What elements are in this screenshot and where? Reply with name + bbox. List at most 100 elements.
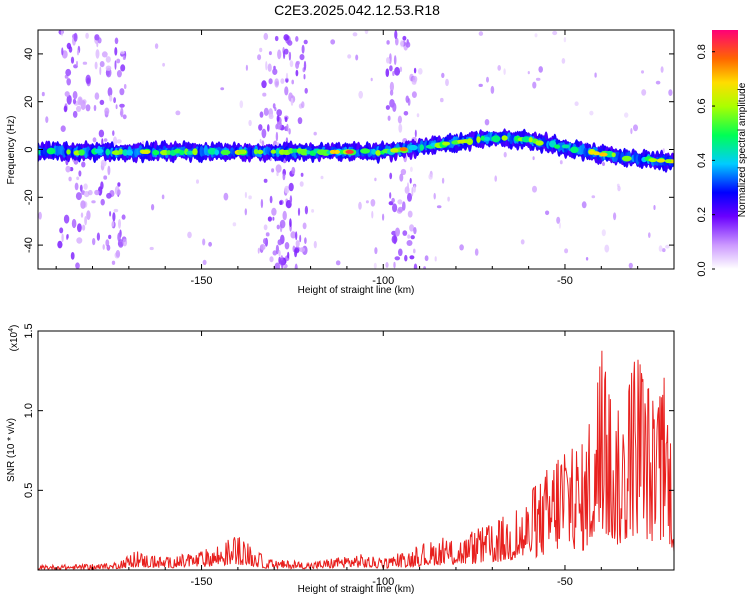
spectrogram-noise-mark bbox=[68, 176, 72, 182]
spectrogram-noise-mark bbox=[628, 262, 633, 269]
spectrogram-noise-mark bbox=[280, 78, 285, 84]
spectrogram-ridge-mark bbox=[604, 150, 614, 158]
spectrogram-noise-mark bbox=[101, 51, 108, 58]
spectrogram-noise-mark bbox=[76, 49, 80, 56]
spectrogram-noise-mark bbox=[630, 128, 633, 135]
spectrogram-noise-mark bbox=[389, 89, 394, 96]
spectrogram-noise-mark bbox=[289, 218, 292, 228]
spectrogram-noise-mark bbox=[532, 81, 537, 89]
spectrogram-ridge-mark bbox=[78, 149, 85, 156]
spectrogram-ridge-mark bbox=[561, 144, 570, 149]
spectrogram-noise-mark bbox=[641, 70, 644, 74]
spectrogram-ridge-mark bbox=[375, 150, 382, 156]
spectrogram-noise-mark bbox=[61, 47, 64, 56]
spectrogram-noise-mark bbox=[374, 177, 377, 182]
spectrogram-noise-mark bbox=[92, 238, 96, 246]
spectrogram-noise-mark bbox=[402, 230, 408, 236]
spectrogram-noise-mark bbox=[299, 247, 305, 253]
spectrogram-noise-mark bbox=[276, 115, 280, 122]
spectrogram-noise-mark bbox=[410, 235, 415, 240]
spectrogram-noise-mark bbox=[65, 165, 71, 173]
spectrogram-noise-mark bbox=[433, 192, 436, 200]
spectrogram-noise-mark bbox=[45, 116, 49, 123]
spectrogram-noise-mark bbox=[103, 175, 108, 180]
spectrogram-noise-mark bbox=[109, 211, 112, 217]
spectrogram-noise-mark bbox=[73, 32, 78, 42]
spectrogram-noise-mark bbox=[77, 223, 82, 233]
spectrogram-noise-mark bbox=[503, 68, 506, 75]
spectrogram-noise-mark bbox=[268, 113, 274, 120]
spectrogram-noise-mark bbox=[604, 244, 610, 253]
spectrogram-noise-mark bbox=[202, 259, 207, 265]
spectrogram-noise-mark bbox=[561, 58, 566, 64]
spectrogram-noise-mark bbox=[87, 189, 93, 196]
spectrogram-noise-mark bbox=[434, 256, 437, 262]
spectrogram-noise-mark bbox=[100, 198, 105, 206]
spectrogram-noise-mark bbox=[85, 32, 89, 39]
spectrogram-noise-mark bbox=[115, 250, 121, 258]
spectrogram-noise-mark bbox=[111, 260, 116, 265]
snr-x-tick-label: -150 bbox=[191, 576, 213, 588]
spectrogram-noise-mark bbox=[100, 181, 104, 190]
spectrogram-noise-mark bbox=[374, 247, 378, 255]
spectrogram-noise-mark bbox=[161, 194, 165, 200]
spectrogram-noise-mark bbox=[66, 234, 69, 239]
spectrogram-noise-mark bbox=[398, 123, 403, 133]
spectrogram-noise-mark bbox=[61, 233, 64, 242]
spectrogram-noise-mark bbox=[84, 216, 87, 226]
spectrogram-ridge-mark bbox=[528, 137, 533, 143]
snr-y-tick-label: 1.0 bbox=[23, 403, 35, 418]
spectrogram-noise-mark bbox=[545, 210, 550, 216]
spectrogram-noise-mark bbox=[413, 248, 416, 254]
spectrogram-ridge-mark bbox=[299, 148, 309, 156]
spectrogram-noise-mark bbox=[76, 237, 83, 244]
spectrogram-noise-mark bbox=[112, 130, 115, 136]
spectrogram-noise-mark bbox=[79, 184, 83, 192]
spectrogram-noise-mark bbox=[393, 55, 397, 66]
spectrogram-noise-mark bbox=[559, 160, 563, 165]
spectrogram-noise-mark bbox=[279, 200, 283, 205]
spectrogram-noise-mark bbox=[66, 42, 72, 50]
spectrogram-noise-mark bbox=[269, 256, 274, 263]
spectrogram-ridge-mark bbox=[257, 149, 264, 155]
spectrogram-ridge-mark bbox=[122, 149, 128, 156]
spectrogram-y-axis-title: Frequency (Hz) bbox=[6, 116, 17, 185]
spectrogram-noise-mark bbox=[484, 119, 490, 126]
spectrogram-noise-mark bbox=[108, 234, 112, 240]
spectrogram-noise-mark bbox=[248, 119, 252, 127]
spectrogram-noise-mark bbox=[416, 113, 420, 118]
spectrogram-noise-mark bbox=[105, 65, 112, 71]
spectrogram-noise-mark bbox=[83, 183, 88, 190]
spectrogram-noise-mark bbox=[80, 212, 84, 218]
spectrogram-ridge-mark bbox=[521, 136, 532, 143]
spectrogram-noise-mark bbox=[364, 30, 369, 35]
spectrogram-ridge-mark bbox=[192, 148, 198, 156]
spectrogram-noise-mark bbox=[57, 240, 63, 249]
spectrogram-noise-mark bbox=[117, 239, 124, 248]
spectrogram-noise-mark bbox=[303, 74, 306, 80]
spectrogram-noise-mark bbox=[98, 129, 105, 138]
spectrogram-noise-mark bbox=[391, 197, 395, 203]
spectrogram-ridge-mark bbox=[214, 149, 220, 156]
spectrogram-y-tick-label: 0 bbox=[23, 146, 35, 152]
spectrogram-noise-mark bbox=[80, 200, 86, 209]
spectrogram-noise-mark bbox=[478, 31, 484, 36]
spectrogram-noise-mark bbox=[602, 162, 605, 166]
spectrogram-noise-mark bbox=[402, 35, 407, 41]
spectrogram-noise-mark bbox=[289, 60, 294, 68]
spectrogram-peak-mark bbox=[457, 139, 466, 144]
spectrogram-noise-mark bbox=[648, 232, 651, 239]
spectrogram-noise-mark bbox=[303, 60, 307, 71]
spectrogram-noise-mark bbox=[409, 177, 412, 184]
spectrogram-peak-mark bbox=[588, 150, 595, 155]
spectrogram-x-axis-title: Height of straight line (km) bbox=[298, 285, 415, 296]
spectrogram-ridge-mark bbox=[476, 136, 481, 143]
spectrogram-noise-mark bbox=[244, 208, 247, 216]
spectrogram-x-tick-label: -50 bbox=[557, 275, 573, 287]
spectrogram-noise-mark bbox=[386, 57, 390, 64]
spectrogram-noise-mark bbox=[299, 234, 302, 243]
spectrogram-noise-mark bbox=[532, 156, 535, 161]
spectrogram-noise-mark bbox=[71, 218, 77, 229]
spectrogram-noise-mark bbox=[283, 34, 290, 41]
